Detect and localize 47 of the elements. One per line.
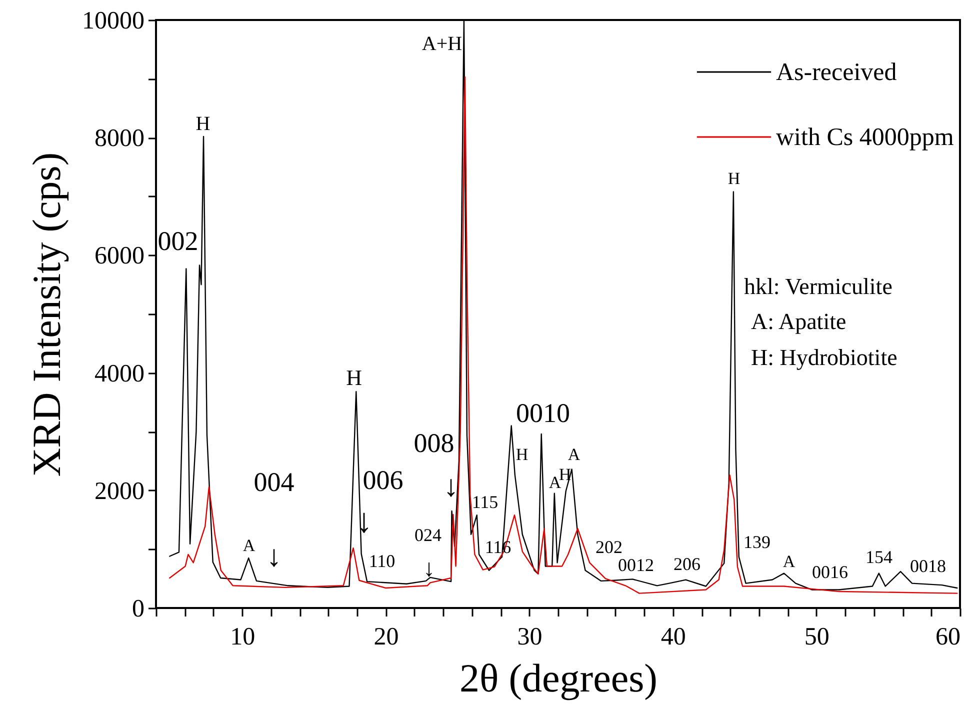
- annotation: ↓: [266, 540, 282, 573]
- annotation: ↓: [444, 470, 458, 503]
- annotation: A: [242, 536, 256, 555]
- annotation: 0016: [812, 562, 848, 582]
- y-tick-label: 0: [132, 596, 144, 622]
- annotation: A: [548, 473, 562, 492]
- x-tick-label: 10: [230, 624, 256, 650]
- annotation: 006: [362, 465, 404, 495]
- annotation: 0010: [516, 398, 570, 428]
- annotation: 115: [472, 492, 498, 512]
- annotation: ↓: [423, 556, 435, 582]
- y-axis-title: XRD Intensity (cps): [24, 152, 69, 477]
- annotation: 004: [254, 467, 295, 497]
- annotation: H: [346, 365, 362, 390]
- annotation: 0018: [910, 556, 946, 576]
- legend-label: As-received: [776, 59, 898, 86]
- annotation: A+H: [422, 33, 462, 55]
- x-tick-label: 50: [804, 624, 830, 650]
- x-tick-label: 40: [660, 624, 686, 650]
- x-tick-label: 60: [936, 624, 960, 650]
- annotation: 110: [368, 551, 396, 571]
- y-tick-label: 6000: [94, 242, 144, 270]
- annotation: 206: [674, 554, 700, 574]
- legend-label: with Cs 4000ppm: [776, 124, 954, 151]
- y-tick-label: 2000: [94, 478, 144, 505]
- annotation: H: [196, 113, 210, 135]
- annotation: ↓: [356, 503, 372, 540]
- x-axis-title: 2θ (degrees): [460, 656, 658, 700]
- annotation: A: Apatite: [751, 309, 846, 334]
- annotation: H: [516, 445, 528, 464]
- annotation: 154: [866, 547, 892, 567]
- annotation: 139: [744, 532, 770, 552]
- y-tick-label: 8000: [94, 125, 144, 152]
- y-tick-label: 10000: [82, 8, 144, 34]
- annotation: H: [728, 169, 740, 188]
- annotation: hkl: Vermiculite: [744, 274, 892, 299]
- y-tick-label: 4000: [94, 360, 144, 388]
- x-tick-label: 30: [517, 624, 542, 650]
- annotation: A: [568, 445, 581, 464]
- annotation: 008: [414, 428, 454, 458]
- annotation: A: [782, 552, 796, 571]
- annotation: 202: [596, 537, 622, 557]
- annotation: 024: [414, 525, 442, 545]
- annotation: 002: [158, 226, 198, 256]
- annotation: H: Hydrobiotite: [751, 345, 898, 370]
- annotation: 0012: [618, 555, 654, 575]
- x-tick-label: 20: [374, 624, 399, 650]
